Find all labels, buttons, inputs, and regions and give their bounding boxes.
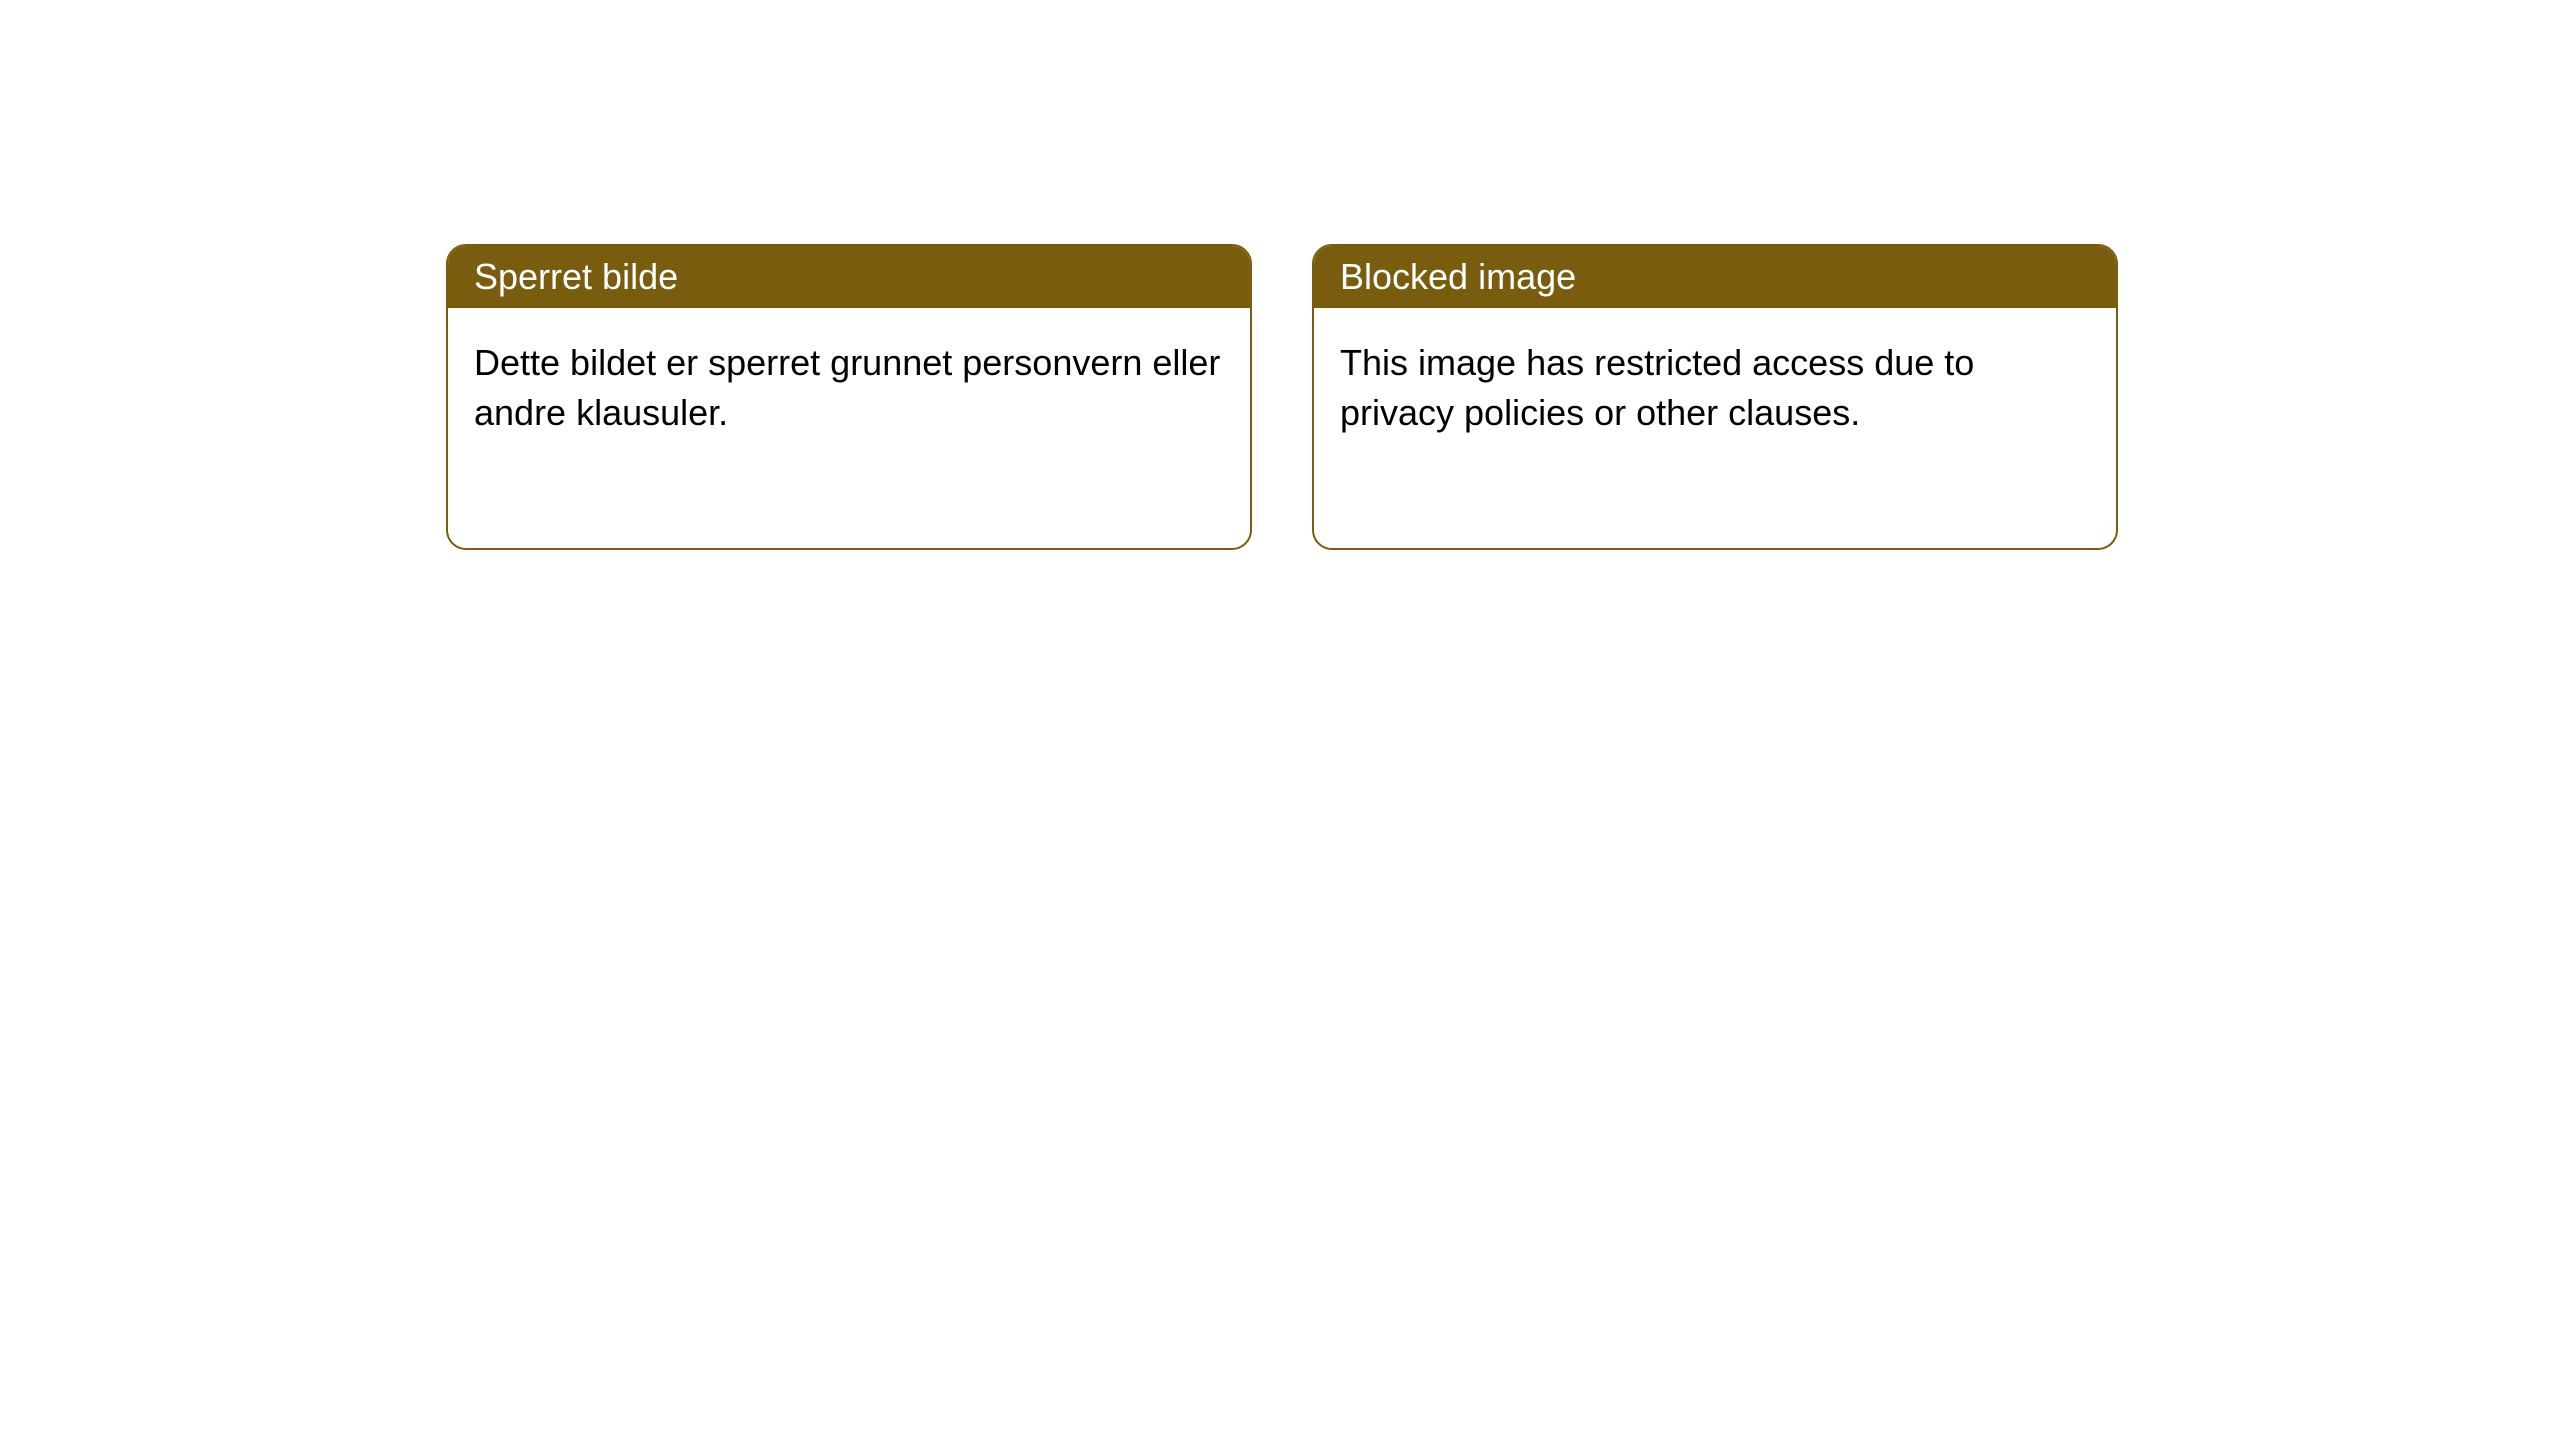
notice-container: Sperret bilde Dette bildet er sperret gr… <box>446 244 2118 550</box>
notice-body: This image has restricted access due to … <box>1314 308 2116 548</box>
notice-text: Dette bildet er sperret grunnet personve… <box>474 338 1224 439</box>
notice-header: Sperret bilde <box>448 246 1250 308</box>
notice-body: Dette bildet er sperret grunnet personve… <box>448 308 1250 548</box>
notice-title: Blocked image <box>1340 256 1576 297</box>
notice-title: Sperret bilde <box>474 256 678 297</box>
notice-card-norwegian: Sperret bilde Dette bildet er sperret gr… <box>446 244 1252 550</box>
notice-header: Blocked image <box>1314 246 2116 308</box>
notice-text: This image has restricted access due to … <box>1340 338 2090 439</box>
notice-card-english: Blocked image This image has restricted … <box>1312 244 2118 550</box>
